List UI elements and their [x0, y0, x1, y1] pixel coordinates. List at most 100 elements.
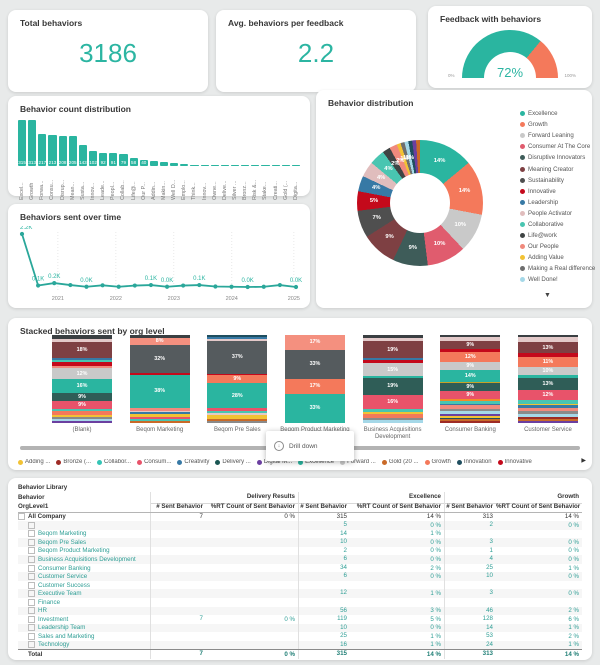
legend-item[interactable]: Forward ...	[340, 459, 376, 465]
stacked-segment[interactable]: 16%	[362, 394, 423, 409]
legend-item[interactable]: Innovative	[497, 459, 532, 465]
bar-column[interactable]: Digita...	[291, 120, 300, 200]
legend-item[interactable]: Life@work	[520, 230, 592, 241]
table-row[interactable]: Finance	[18, 597, 582, 607]
stacked-segment[interactable]	[52, 335, 112, 339]
stacked-segment[interactable]	[440, 414, 501, 416]
bar-column[interactable]: Emplo...	[180, 120, 189, 200]
legend-scroll-right-icon[interactable]: ▶	[581, 458, 586, 464]
stacked-segment[interactable]	[517, 336, 578, 343]
stacked-segment[interactable]	[440, 405, 501, 409]
stacked-segment[interactable]: 9%	[440, 362, 501, 371]
stacked-segment[interactable]: 15%	[362, 363, 423, 377]
stacked-segment[interactable]	[440, 400, 501, 404]
stacked-bar-column[interactable]: 18% 12% 16% 9% 9% (Blank)	[52, 335, 112, 441]
table-row[interactable]: Business Acquisitions Development 6 0 % 4 0 …	[18, 555, 582, 564]
stacked-segment[interactable]	[129, 410, 190, 413]
legend-item[interactable]: Growth	[424, 459, 451, 465]
stacked-segment[interactable]	[52, 421, 112, 423]
bar-column[interactable]: 102 Innov...	[88, 120, 98, 200]
stacked-segment[interactable]: 9%	[52, 393, 112, 401]
legend-item[interactable]: Disruptive Innovators	[520, 152, 592, 163]
bar-column[interactable]: Stake...	[261, 120, 270, 200]
stacked-segment[interactable]	[362, 414, 423, 418]
table-row[interactable]: Leadership Team 10 0 % 14 1 %	[18, 623, 582, 633]
expand-icon[interactable]	[28, 538, 35, 546]
stacked-segment[interactable]: 16%	[52, 378, 112, 393]
stacked-segment[interactable]: 12%	[52, 368, 112, 379]
stacked-segment[interactable]	[440, 382, 501, 384]
bar-column[interactable]: Owne...	[210, 120, 219, 200]
stacked-segment[interactable]	[52, 365, 112, 369]
stacked-segment[interactable]: 37%	[207, 341, 268, 374]
stacked-segment[interactable]	[440, 417, 501, 420]
expand-icon[interactable]	[28, 607, 35, 615]
table-row[interactable]: HR 56 3 % 46 2 %	[18, 606, 582, 616]
stacked-segment[interactable]	[362, 335, 423, 338]
stacked-segment[interactable]	[129, 412, 190, 415]
drill-down-menu[interactable]: ↓ Drill down	[266, 431, 354, 461]
bar-column[interactable]: 40 Our P...	[139, 120, 148, 200]
expand-icon[interactable]	[28, 615, 35, 623]
bar-column[interactable]: 79 Collab...	[119, 120, 128, 200]
stacked-segment[interactable]: 19%	[362, 378, 423, 395]
stacked-segment[interactable]: 12%	[517, 389, 578, 401]
stacked-segment[interactable]	[362, 408, 423, 413]
legend-item[interactable]: Leadership	[520, 197, 592, 208]
legend-item[interactable]: Creativity	[177, 459, 209, 465]
bar-column[interactable]: 208 Disrup...	[58, 120, 67, 200]
expand-icon[interactable]	[28, 581, 35, 589]
table-row[interactable]: Executive Team 12 1 % 3 0 %	[18, 589, 582, 598]
stacked-segment[interactable]	[52, 414, 112, 417]
stacked-segment[interactable]	[362, 337, 423, 342]
stacked-segment[interactable]	[517, 416, 578, 420]
stacked-segment[interactable]	[52, 416, 112, 420]
stacked-segment[interactable]	[52, 360, 112, 363]
stacked-segment[interactable]: 17%	[284, 335, 345, 350]
stacked-segment[interactable]	[440, 336, 501, 342]
bar-column[interactable]: Delive...	[220, 120, 229, 200]
legend-item[interactable]: Well Done!	[520, 274, 592, 285]
stacked-bar-column[interactable]: 13% 11% 10% 13% 12% Customer Service	[517, 335, 578, 441]
stacked-segment[interactable]: 14%	[440, 370, 501, 383]
stacked-segment[interactable]: 28%	[207, 383, 268, 408]
table-row[interactable]: Beqom Product Marketing 2 0 % 1 0 %	[18, 546, 582, 556]
stacked-segment[interactable]: 9%	[207, 375, 268, 384]
expand-icon[interactable]	[28, 641, 35, 649]
bar-column[interactable]: 213 Consu...	[48, 120, 57, 200]
stacked-segment[interactable]: 8%	[129, 337, 190, 345]
stacked-segment[interactable]	[517, 405, 578, 408]
stacked-segment[interactable]	[207, 410, 268, 414]
legend-more-icon[interactable]: ▼	[544, 292, 551, 299]
stacked-segment[interactable]	[517, 375, 578, 379]
expand-icon[interactable]	[28, 556, 35, 563]
stacked-segment[interactable]	[440, 419, 501, 422]
stacked-segment[interactable]: 33%	[284, 349, 345, 379]
bar-column[interactable]: Silver ...	[230, 120, 240, 200]
stacked-segment[interactable]	[517, 419, 578, 422]
stacked-segment[interactable]	[207, 421, 268, 423]
expand-icon[interactable]	[28, 598, 35, 606]
bar-column[interactable]: 143 Susta...	[78, 120, 87, 200]
stacked-bar-column[interactable]: 8% 32% 38% Beqom Marketing	[129, 335, 190, 441]
stacked-segment[interactable]	[207, 407, 268, 411]
legend-item[interactable]: Meaning Creator	[520, 163, 592, 174]
legend-item[interactable]: Delivery ...	[215, 459, 251, 465]
stacked-segment[interactable]	[362, 417, 423, 421]
table-row[interactable]: Customer Service 6 0 % 10 0 %	[18, 572, 582, 581]
stacked-segment[interactable]	[207, 419, 268, 422]
stacked-segment[interactable]: 19%	[362, 341, 423, 358]
stacked-segment[interactable]	[52, 357, 112, 361]
stacked-segment[interactable]: 12%	[440, 351, 501, 363]
table-row[interactable]: Consumer Banking 34 2 % 25 1 %	[18, 563, 582, 573]
stacked-segment[interactable]	[207, 336, 268, 339]
stacked-segment[interactable]	[129, 421, 190, 423]
legend-item[interactable]: Making a Real difference	[520, 263, 595, 274]
bar-column[interactable]: 92 Leade...	[99, 120, 108, 200]
stacked-segment[interactable]: 9%	[52, 400, 112, 409]
bar-column[interactable]: 315 Excel...	[18, 120, 27, 200]
stacked-segment[interactable]	[440, 349, 501, 352]
stacked-segment[interactable]: 38%	[129, 374, 190, 408]
stacked-segment[interactable]: 33%	[284, 393, 345, 423]
stacked-segment[interactable]	[52, 408, 112, 412]
